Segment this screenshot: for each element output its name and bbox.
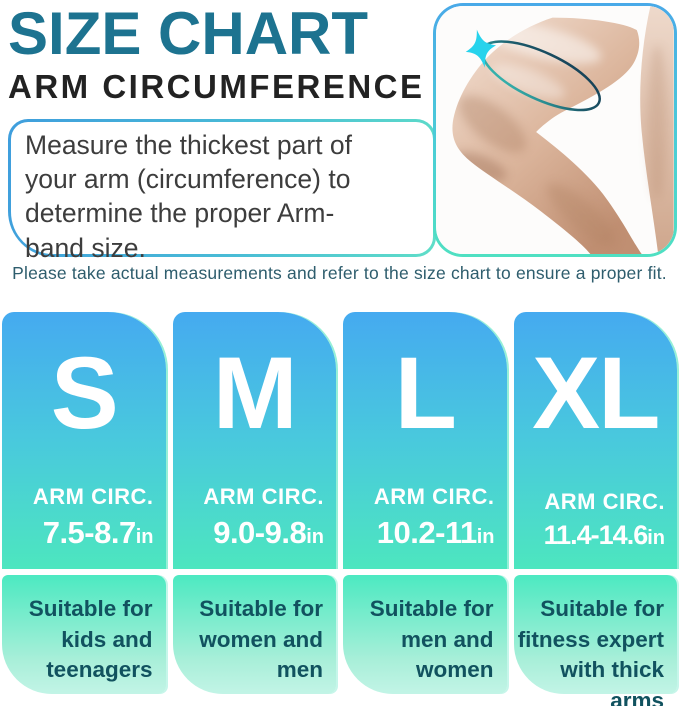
range-value: 9.0-9.8 [213, 515, 307, 550]
size-label: S [50, 336, 119, 450]
circumference-label: ARM CIRC. [203, 484, 324, 509]
instruction-box: Measure the thickest part of your arm (c… [8, 119, 436, 263]
suitability-panel-m: Suitable for women and men [172, 575, 336, 694]
size-card-l: L ARM CIRC. 10.2-11in [343, 312, 507, 569]
measurement-note: Please take actual measurements and refe… [12, 263, 667, 283]
range-value: 7.5-8.7 [42, 515, 137, 550]
circumference-block: ARM CIRC. 10.2-11in [374, 484, 495, 551]
range-unit: in [306, 526, 324, 548]
circumference-range: 7.5-8.7in [33, 515, 154, 551]
page-title: SIZE CHART [8, 0, 368, 67]
size-label: M [212, 336, 298, 450]
circumference-label: ARM CIRC. [32, 484, 154, 509]
circumference-block: ARM CIRC. 9.0-9.8in [203, 484, 324, 551]
suitability-panel-l: Suitable for men and women [343, 575, 507, 694]
arm-photo [436, 6, 674, 254]
range-value: 10.2-11 [376, 515, 477, 550]
arm-photo-frame [433, 3, 677, 257]
circumference-block: ARM CIRC. 11.4-14.6in [544, 489, 665, 551]
size-label: L [394, 336, 457, 450]
circumference-block: ARM CIRC. 7.5-8.7in [33, 484, 154, 551]
range-unit: in [135, 526, 154, 548]
size-label: XL [532, 336, 660, 450]
circumference-range: 11.4-14.6in [544, 520, 665, 551]
suitability-panel-xl: Suitable for fitness expert with thick a… [513, 575, 677, 706]
range-unit: in [476, 526, 495, 548]
circumference-label: ARM CIRC. [373, 484, 495, 509]
circumference-range: 9.0-9.8in [203, 515, 324, 551]
size-grid: S ARM CIRC. 7.5-8.7in M ARM CIRC. 9.0-9.… [2, 312, 677, 706]
circumference-range: 10.2-11in [374, 515, 495, 551]
range-value: 11.4-14.6 [543, 520, 649, 550]
circumference-label: ARM CIRC. [544, 489, 665, 514]
sparkle-star-icon [465, 29, 497, 68]
page-subtitle: ARM CIRCUMFERENCE [8, 68, 425, 105]
range-unit: in [647, 527, 665, 549]
suitability-panel-s: Suitable for kids and teenagers [2, 575, 166, 694]
instruction-text: Measure the thickest part of your arm (c… [11, 122, 433, 263]
size-card-m: M ARM CIRC. 9.0-9.8in [172, 312, 336, 569]
arm-illustration [436, 6, 674, 254]
size-card-xl: XL ARM CIRC. 11.4-14.6in [513, 312, 677, 569]
size-card-s: S ARM CIRC. 7.5-8.7in [2, 312, 166, 569]
